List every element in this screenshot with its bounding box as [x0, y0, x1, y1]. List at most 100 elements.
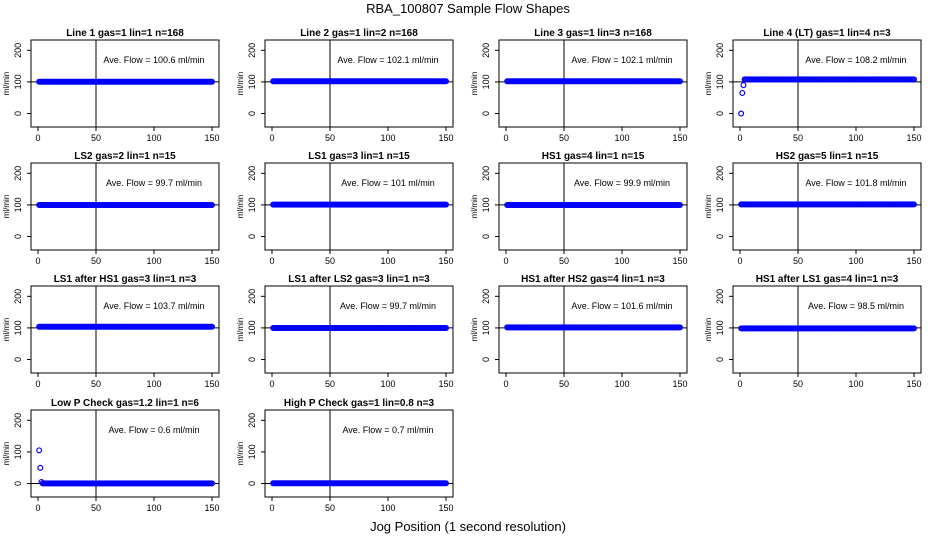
- x-tick-label: 100: [380, 379, 395, 389]
- x-tick-label: 100: [614, 379, 629, 389]
- y-tick-label: 200: [247, 166, 257, 181]
- x-tick-label: 150: [906, 133, 921, 143]
- average-flow-annotation: Ave. Flow = 102.1 ml/min: [337, 55, 438, 65]
- plot-frame: [264, 409, 454, 498]
- x-tick-label: 150: [672, 256, 687, 266]
- x-tick-label: 0: [737, 379, 742, 389]
- x-tick-label: 50: [325, 503, 335, 513]
- data-point: [209, 480, 216, 487]
- plot-frame: [264, 39, 454, 128]
- data-point: [676, 201, 683, 208]
- data-point: [910, 325, 917, 332]
- x-tick-label: 0: [35, 256, 40, 266]
- x-tick-label: 100: [848, 256, 863, 266]
- x-tick-label: 100: [146, 256, 161, 266]
- y-tick-label: 0: [481, 357, 491, 362]
- x-tick-label: 0: [269, 256, 274, 266]
- y-tick-label: 200: [247, 289, 257, 304]
- data-point: [37, 464, 44, 471]
- x-tick-label: 50: [793, 133, 803, 143]
- figure-title: RBA_100807 Sample Flow Shapes: [366, 1, 570, 16]
- x-tick-label: 50: [559, 379, 569, 389]
- x-tick-label: 100: [380, 256, 395, 266]
- y-axis-label: ml/min: [236, 72, 245, 96]
- plot-frame: [732, 285, 922, 374]
- y-tick-label: 200: [715, 166, 725, 181]
- panel-title: Low P Check gas=1.2 lin=1 n=6: [51, 398, 199, 409]
- x-tick-label: 50: [793, 379, 803, 389]
- x-tick-label: 100: [614, 256, 629, 266]
- panel: Line 2 gas=1 lin=2 n=168 0 50 100 150 0 100 200…: [236, 28, 454, 143]
- x-tick-label: 150: [906, 256, 921, 266]
- y-tick-label: 100: [13, 444, 23, 459]
- plot-frame: [264, 162, 454, 251]
- x-tick-label: 150: [906, 379, 921, 389]
- y-tick-label: 100: [13, 74, 23, 89]
- average-flow-annotation: Ave. Flow = 101 ml/min: [341, 178, 435, 188]
- panel-title: LS1 after LS2 gas=3 lin=1 n=3: [288, 274, 430, 285]
- panel: Line 1 gas=1 lin=1 n=168 0 50 100 150 0 100 200…: [2, 28, 220, 143]
- y-tick-label: 100: [481, 197, 491, 212]
- data-point: [209, 78, 216, 85]
- x-tick-label: 50: [793, 256, 803, 266]
- x-tick-label: 0: [737, 133, 742, 143]
- y-tick-label: 100: [13, 320, 23, 335]
- data-point: [910, 201, 917, 208]
- panel-title: HS1 after LS1 gas=4 lin=1 n=3: [756, 274, 899, 285]
- y-tick-label: 100: [481, 74, 491, 89]
- y-axis-label: ml/min: [2, 442, 11, 466]
- x-tick-label: 100: [614, 133, 629, 143]
- x-tick-label: 150: [204, 133, 219, 143]
- y-tick-label: 0: [715, 234, 725, 239]
- x-tick-label: 150: [204, 256, 219, 266]
- y-tick-label: 0: [715, 111, 725, 116]
- x-tick-label: 50: [325, 256, 335, 266]
- x-tick-label: 50: [91, 133, 101, 143]
- y-tick-label: 100: [247, 197, 257, 212]
- plot-frame: [732, 162, 922, 251]
- average-flow-annotation: Ave. Flow = 0.7 ml/min: [342, 425, 433, 435]
- x-tick-label: 50: [91, 256, 101, 266]
- x-tick-label: 150: [438, 379, 453, 389]
- data-point: [739, 89, 746, 96]
- x-tick-label: 100: [380, 503, 395, 513]
- x-tick-label: 150: [438, 503, 453, 513]
- x-tick-label: 0: [503, 133, 508, 143]
- y-tick-label: 200: [715, 43, 725, 58]
- y-tick-label: 0: [715, 357, 725, 362]
- panel-title: HS2 gas=5 lin=1 n=15: [776, 151, 879, 162]
- average-flow-annotation: Ave. Flow = 101.6 ml/min: [571, 301, 672, 311]
- y-axis-label: ml/min: [236, 318, 245, 342]
- y-tick-label: 100: [247, 74, 257, 89]
- average-flow-annotation: Ave. Flow = 108.2 ml/min: [805, 55, 906, 65]
- data-point: [443, 325, 450, 332]
- x-tick-label: 0: [269, 503, 274, 513]
- y-tick-label: 200: [481, 289, 491, 304]
- data-point: [676, 78, 683, 85]
- y-axis-label: ml/min: [704, 318, 713, 342]
- y-axis-label: ml/min: [2, 72, 11, 96]
- figure-xlabel: Jog Position (1 second resolution): [370, 519, 566, 534]
- y-tick-label: 200: [13, 166, 23, 181]
- plot-frame: [30, 162, 220, 251]
- average-flow-annotation: Ave. Flow = 99.7 ml/min: [340, 301, 436, 311]
- panel-title: LS2 gas=2 lin=1 n=15: [74, 151, 176, 162]
- data-point: [443, 480, 450, 487]
- x-tick-label: 0: [503, 379, 508, 389]
- panel: HS2 gas=5 lin=1 n=15 0 50 100 150 0 100 200 ml/m…: [704, 151, 922, 266]
- average-flow-annotation: Ave. Flow = 100.6 ml/min: [103, 55, 204, 65]
- panel: High P Check gas=1 lin=0.8 n=3 0 50 100 150 0…: [236, 398, 454, 513]
- panel: HS1 after LS1 gas=4 lin=1 n=3 0 50 100 150 0 1…: [704, 274, 922, 389]
- y-tick-label: 200: [481, 166, 491, 181]
- plot-frame: [498, 285, 688, 374]
- panel: LS2 gas=2 lin=1 n=15 0 50 100 150 0 100 200 ml/m…: [2, 151, 220, 266]
- y-tick-label: 100: [715, 320, 725, 335]
- average-flow-annotation: Ave. Flow = 102.1 ml/min: [571, 55, 672, 65]
- panel-title: HS1 gas=4 lin=1 n=15: [542, 151, 645, 162]
- plot-frame: [498, 39, 688, 128]
- y-tick-label: 0: [247, 111, 257, 116]
- y-tick-label: 100: [247, 320, 257, 335]
- plot-frame: [30, 409, 220, 498]
- x-tick-label: 0: [737, 256, 742, 266]
